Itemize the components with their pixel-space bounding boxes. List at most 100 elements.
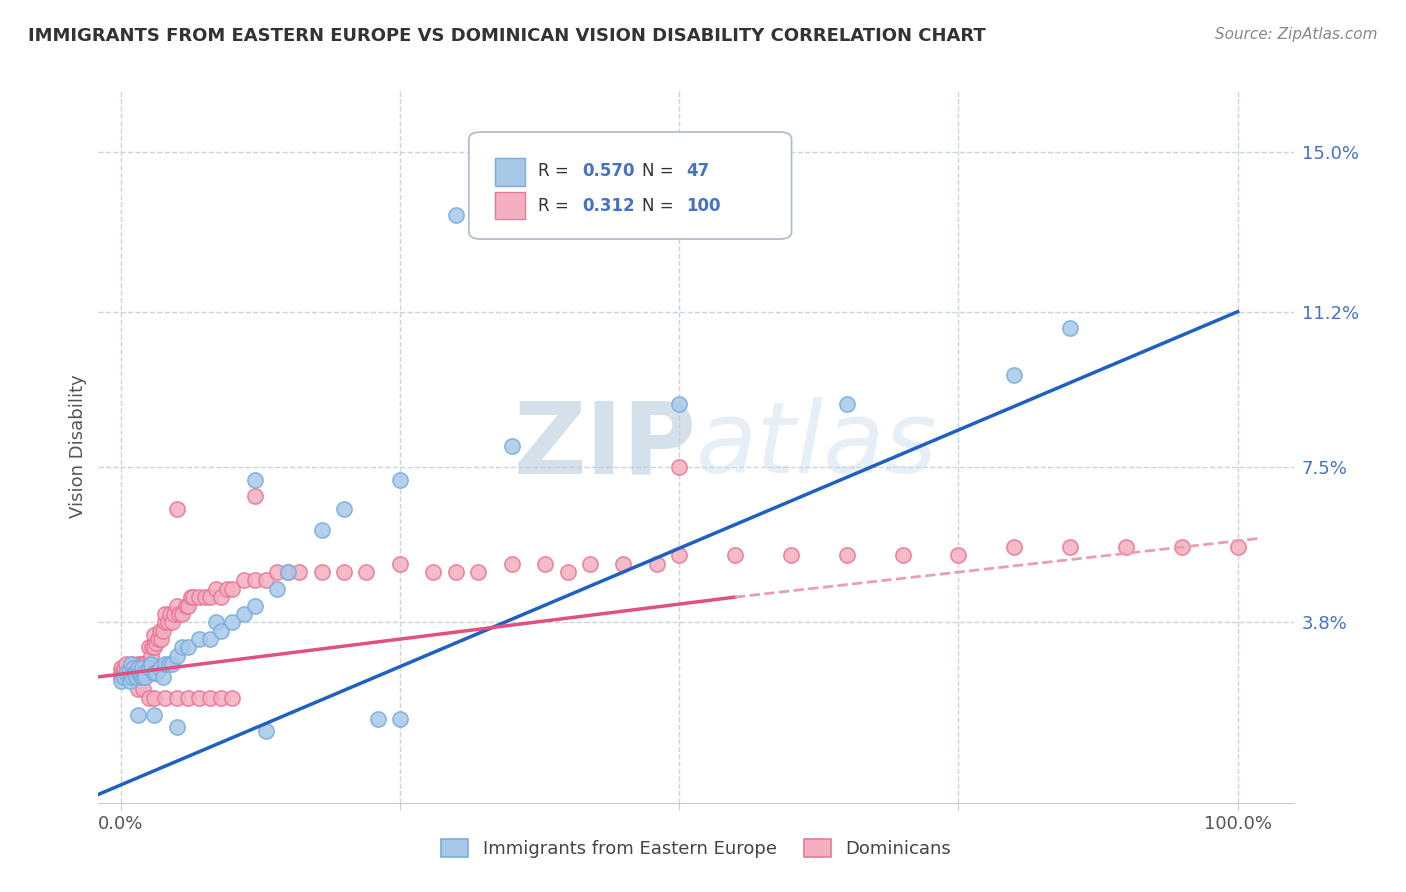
Point bbox=[110, 665, 132, 680]
Point bbox=[110, 670, 132, 684]
Point bbox=[131, 661, 153, 675]
Point bbox=[159, 607, 181, 621]
Point bbox=[167, 607, 190, 621]
Point bbox=[243, 599, 266, 613]
Point bbox=[557, 565, 579, 579]
Point bbox=[152, 670, 174, 684]
Point bbox=[172, 640, 194, 655]
Point bbox=[1115, 540, 1137, 554]
Point bbox=[444, 208, 467, 222]
Point bbox=[118, 674, 141, 689]
Point bbox=[112, 661, 135, 675]
Point bbox=[143, 690, 166, 705]
Point bbox=[128, 665, 150, 680]
Text: IMMIGRANTS FROM EASTERN EUROPE VS DOMINICAN VISION DISABILITY CORRELATION CHART: IMMIGRANTS FROM EASTERN EUROPE VS DOMINI… bbox=[28, 27, 986, 45]
Point bbox=[157, 657, 180, 672]
Point bbox=[160, 615, 183, 630]
Point bbox=[177, 640, 200, 655]
Point bbox=[128, 665, 150, 680]
Point bbox=[132, 670, 155, 684]
Point bbox=[1226, 540, 1249, 554]
Point bbox=[180, 590, 202, 604]
Point bbox=[121, 665, 143, 680]
Point bbox=[645, 557, 668, 571]
Point bbox=[115, 670, 138, 684]
Text: Source: ZipAtlas.com: Source: ZipAtlas.com bbox=[1215, 27, 1378, 42]
Point bbox=[127, 707, 149, 722]
Point bbox=[209, 590, 232, 604]
Point bbox=[215, 582, 238, 596]
Point bbox=[155, 657, 177, 672]
Point bbox=[166, 690, 188, 705]
Point bbox=[124, 665, 146, 680]
Point bbox=[198, 690, 221, 705]
Point bbox=[187, 690, 209, 705]
Point bbox=[780, 548, 803, 562]
Point bbox=[254, 574, 277, 588]
Point bbox=[163, 607, 186, 621]
Point bbox=[112, 670, 135, 684]
Point bbox=[209, 624, 232, 638]
FancyBboxPatch shape bbox=[470, 132, 792, 239]
Point bbox=[333, 565, 356, 579]
Point bbox=[166, 720, 188, 734]
Point bbox=[288, 565, 311, 579]
Point bbox=[534, 557, 557, 571]
Text: 0.312: 0.312 bbox=[582, 196, 636, 214]
Point bbox=[835, 397, 858, 411]
Point bbox=[132, 657, 155, 672]
Point bbox=[204, 615, 226, 630]
Point bbox=[155, 690, 177, 705]
Point bbox=[221, 690, 243, 705]
Text: atlas: atlas bbox=[696, 398, 938, 494]
Point bbox=[277, 565, 299, 579]
Point bbox=[117, 665, 139, 680]
Point bbox=[156, 615, 179, 630]
Point bbox=[128, 661, 150, 675]
Point bbox=[127, 661, 149, 675]
Point bbox=[891, 548, 914, 562]
Point bbox=[139, 648, 162, 663]
Point bbox=[177, 599, 200, 613]
Point bbox=[724, 548, 747, 562]
Point bbox=[579, 557, 602, 571]
Point bbox=[187, 632, 209, 646]
Point bbox=[111, 665, 134, 680]
Text: ZIP: ZIP bbox=[513, 398, 696, 494]
Point bbox=[115, 657, 138, 672]
Point bbox=[129, 661, 152, 675]
Point bbox=[121, 670, 143, 684]
Point bbox=[266, 582, 288, 596]
Point bbox=[122, 665, 145, 680]
Point bbox=[209, 690, 232, 705]
Point bbox=[155, 615, 177, 630]
Point bbox=[115, 665, 138, 680]
Point bbox=[612, 557, 634, 571]
Point bbox=[143, 665, 166, 680]
Point bbox=[145, 665, 167, 680]
Point bbox=[198, 590, 221, 604]
Text: N =: N = bbox=[643, 162, 679, 180]
Point bbox=[141, 640, 163, 655]
Point bbox=[117, 665, 139, 680]
Text: 100: 100 bbox=[686, 196, 721, 214]
Point bbox=[138, 640, 160, 655]
Point bbox=[388, 473, 411, 487]
Y-axis label: Vision Disability: Vision Disability bbox=[69, 374, 87, 518]
Point bbox=[134, 657, 156, 672]
Point bbox=[143, 640, 166, 655]
Point bbox=[1171, 540, 1194, 554]
Point bbox=[333, 502, 356, 516]
Point bbox=[134, 670, 156, 684]
Point bbox=[356, 565, 378, 579]
Point bbox=[193, 590, 215, 604]
Point bbox=[149, 661, 172, 675]
Point bbox=[668, 397, 690, 411]
Point bbox=[221, 582, 243, 596]
Point bbox=[122, 661, 145, 675]
Point bbox=[501, 439, 523, 453]
Point bbox=[135, 661, 157, 675]
Point bbox=[422, 565, 444, 579]
Point bbox=[388, 557, 411, 571]
Point bbox=[467, 565, 489, 579]
